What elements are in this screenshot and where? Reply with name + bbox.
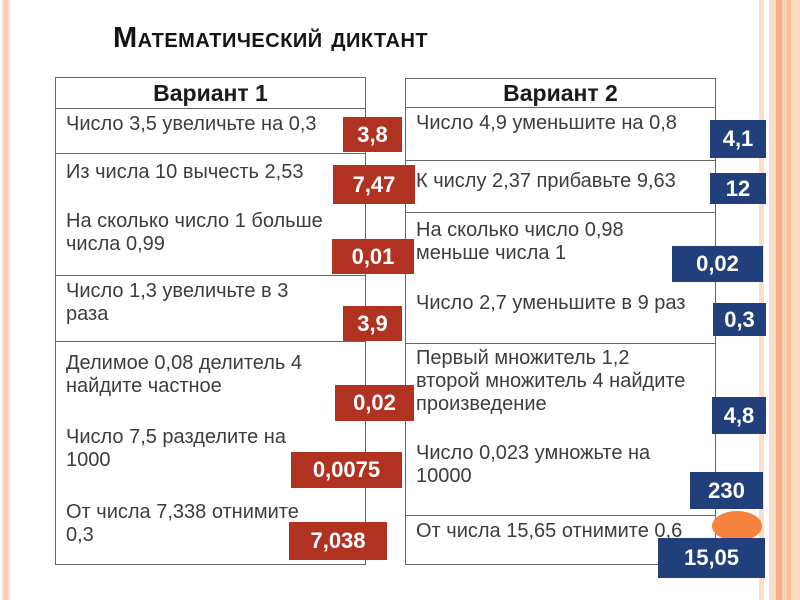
problem-text: Число 4,9 уменьшите на 0,8 [416, 112, 677, 134]
problem-text: Число 2,7 уменьшите в 9 раз [416, 292, 686, 314]
answer-badge-v1-1: 3,8 [343, 117, 402, 152]
problem-text: На сколько число 1 больше числа 0,99 [66, 210, 323, 255]
variant1-cell-2: Из числа 10 вычесть 2,53 На сколько числ… [56, 154, 365, 276]
right-edge-band [769, 0, 800, 600]
answer-badge-v2-2: 12 [710, 173, 766, 204]
variant1-cell-3: Число 1,3 увеличьте в 3 раза [56, 276, 365, 342]
problem-text: К числу 2,37 прибавьте 9,63 [416, 170, 676, 192]
problem-text: Число 3,5 увеличьте на 0,3 [66, 113, 317, 135]
variant2-header: Вариант 2 [406, 79, 715, 108]
answer-badge-v1-6: 0,0075 [291, 452, 402, 488]
variant2-cell-4: Первый множитель 1,2 второй множитель 4 … [406, 344, 715, 516]
problem-text: Число 7,5 разделите на 1000 [66, 426, 286, 471]
variant2-table: Вариант 2 Число 4,9 уменьшите на 0,8 К ч… [405, 78, 716, 565]
problem-text: На сколько число 0,98 меньше числа 1 [416, 219, 624, 264]
problem-text: Делимое 0,08 делитель 4 найдите частное [66, 352, 303, 397]
answer-badge-v2-5: 4,8 [712, 397, 766, 434]
variant2-cell-2: К числу 2,37 прибавьте 9,63 [406, 161, 715, 213]
answer-badge-v2-4: 0,3 [713, 303, 766, 336]
answer-badge-v1-4: 3,9 [343, 306, 402, 341]
problem-text: Число 0,023 умножьте на 10000 [416, 442, 651, 487]
answer-badge-v1-5: 0,02 [335, 385, 414, 421]
answer-badge-v1-2: 7,47 [333, 165, 415, 204]
problem-text: Число 1,3 увеличьте в 3 раза [66, 280, 289, 325]
variant1-table: Вариант 1 Число 3,5 увеличьте на 0,3 Из … [55, 77, 366, 565]
right-edge-thin-stripe [759, 0, 764, 600]
page-title: Математический диктант [113, 22, 429, 54]
variant1-header: Вариант 1 [56, 78, 365, 109]
answer-badge-v2-3: 0,02 [672, 246, 763, 282]
answer-badge-v2-6: 230 [690, 472, 763, 509]
left-edge-stripe [2, 0, 10, 600]
answer-badge-v1-3: 0,01 [332, 239, 414, 274]
problem-text: Из числа 10 вычесть 2,53 [66, 161, 304, 183]
problem-text: Первый множитель 1,2 второй множитель 4 … [416, 347, 686, 415]
variant1-cell-4: Делимое 0,08 делитель 4 найдите частное … [56, 342, 365, 566]
variant2-cell-5: От числа 15,65 отнимите 0,6 [406, 516, 715, 566]
answer-badge-v1-7: 7,038 [289, 522, 387, 560]
variant1-cell-1: Число 3,5 увеличьте на 0,3 [56, 109, 365, 154]
answer-badge-v2-1: 4,1 [710, 120, 766, 158]
problem-text: От числа 7,338 отнимите 0,3 [66, 501, 299, 546]
variant2-cell-3: На сколько число 0,98 меньше числа 1 Чис… [406, 213, 715, 344]
orange-dot-decoration [712, 511, 762, 541]
answer-badge-v2-7: 15,05 [658, 538, 765, 578]
problem-text: От числа 15,65 отнимите 0,6 [416, 520, 683, 542]
variant2-cell-1: Число 4,9 уменьшите на 0,8 [406, 108, 715, 161]
